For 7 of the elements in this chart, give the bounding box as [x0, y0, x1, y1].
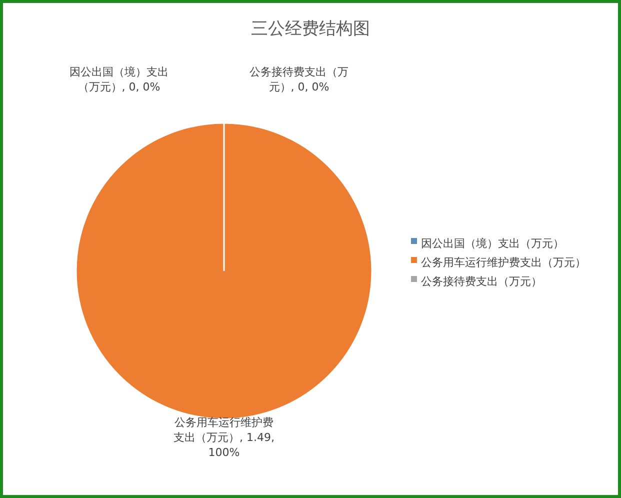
chart-title: 三公经费结构图 — [251, 19, 370, 39]
legend-label: 公务用车运行维护费支出（万元） — [421, 256, 586, 269]
text: 因公出国（境）支出（万元）, 0, 0% — [70, 66, 168, 94]
text: 公务接待费支出（万元）, 0, 0% — [250, 66, 348, 94]
legend-label: 因公出国（境）支出（万元） — [421, 236, 564, 250]
legend-label: 公务接待费支出（万元） — [421, 274, 542, 288]
data-label: 公务用车运行维护费支出（万元）, 1.49, 100% — [174, 416, 274, 459]
